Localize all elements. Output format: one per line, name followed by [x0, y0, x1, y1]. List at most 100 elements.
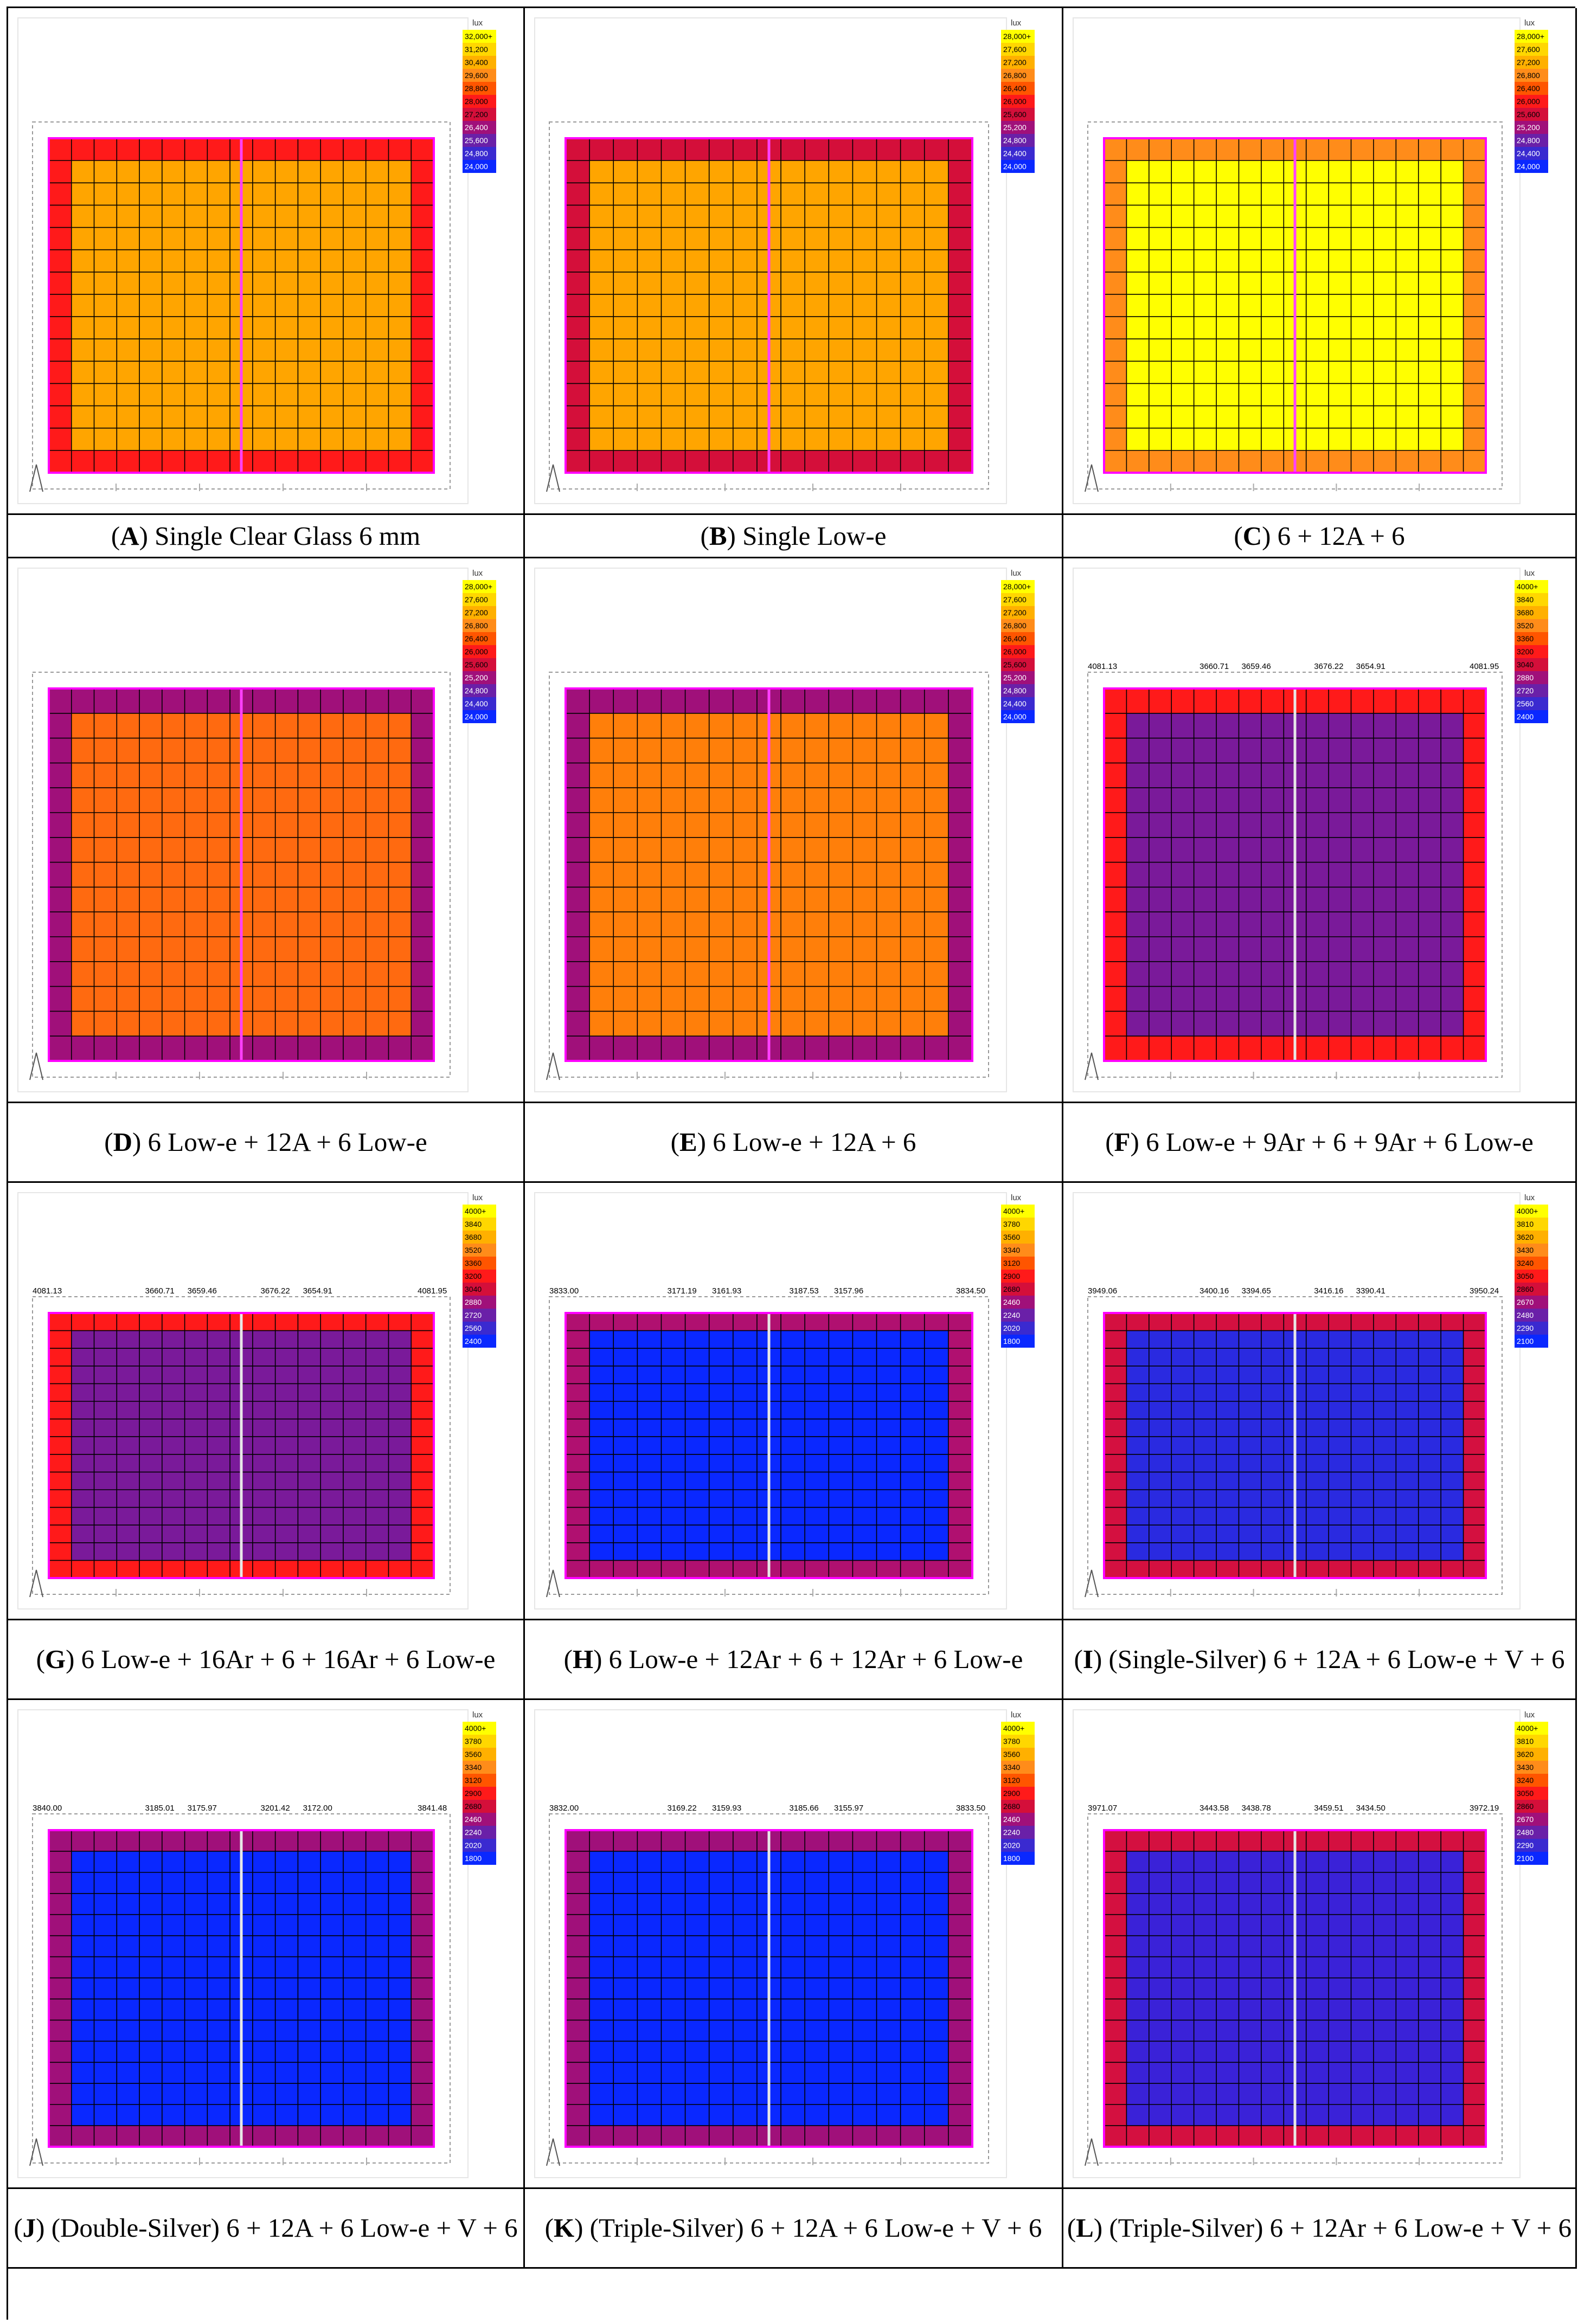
legend-value: 24,400	[465, 699, 488, 708]
caption-a-cell: (A) Single Clear Glass 6 mm	[8, 515, 525, 558]
legend-value: 31,200	[465, 45, 488, 54]
legend-value: 2240	[1003, 1311, 1020, 1319]
legend-unit: lux	[1524, 1710, 1535, 1720]
legend-value: 2100	[1517, 1854, 1534, 1863]
legend-swatch	[1001, 1761, 1035, 1774]
legend-value: 3560	[1003, 1750, 1020, 1759]
legend-swatch	[1515, 1813, 1548, 1826]
legend-value: 1800	[1003, 1337, 1020, 1346]
top-value-label: 4081.13	[33, 1286, 62, 1296]
legend-swatch	[1515, 1283, 1548, 1296]
reference-grid	[32, 672, 451, 1078]
legend-value: 2860	[1517, 1802, 1534, 1811]
north-arrow-icon	[1085, 1569, 1099, 1598]
legend-swatch	[1515, 645, 1548, 658]
legend-swatch	[1515, 1270, 1548, 1283]
north-arrow-icon	[546, 464, 560, 492]
legend-value: 27,600	[465, 595, 488, 604]
reference-grid	[32, 121, 451, 490]
legend-swatch	[1001, 580, 1035, 593]
legend-swatch	[463, 632, 496, 645]
legend-value: 26,400	[465, 634, 488, 643]
caption-l-cell: (L) (Triple-Silver) 6 + 12Ar + 6 Low-e +…	[1063, 2189, 1577, 2269]
reference-grid	[549, 1296, 989, 1595]
legend-value: 27,600	[1003, 595, 1027, 604]
panel-c: lux 28,000+ 27,600 27,200 26,800 26,400 26,000…	[1063, 8, 1577, 515]
reference-grid	[32, 1296, 451, 1595]
scene-frame	[17, 1192, 469, 1610]
legend-swatch	[463, 1787, 496, 1800]
north-arrow-icon	[1085, 1052, 1099, 1080]
legend-unit: lux	[472, 569, 483, 578]
window-outline	[48, 137, 435, 474]
scene-frame	[534, 568, 1007, 1092]
caption-c: (C) 6 + 12A + 6	[1234, 520, 1405, 551]
legend-value: 2560	[465, 1324, 482, 1332]
legend-swatch	[463, 1761, 496, 1774]
legend-value: 3340	[1003, 1763, 1020, 1772]
legend-swatch	[463, 134, 496, 147]
legend-swatch	[1515, 82, 1548, 95]
legend-swatch	[1515, 658, 1548, 671]
panel-g: 4081.13 3660.71 3659.46 3676.22 3654.91 4081.…	[8, 1183, 525, 1620]
legend-value: 3120	[1003, 1776, 1020, 1785]
legend-value: 3240	[1517, 1259, 1534, 1267]
top-value-label: 3201.42	[261, 1804, 290, 1813]
legend-value: 3430	[1517, 1246, 1534, 1254]
panel-f: 4081.13 3660.71 3659.46 3676.22 3654.91 4081.…	[1063, 558, 1577, 1103]
legend-swatch	[1515, 1774, 1548, 1787]
top-value-label: 3833.50	[956, 1804, 985, 1813]
legend-value: 2400	[1517, 712, 1534, 721]
north-arrow-icon	[546, 1569, 560, 1598]
legend-unit: lux	[472, 1710, 483, 1720]
legend-swatch	[1001, 95, 1035, 108]
caption-l: (L) (Triple-Silver) 6 + 12Ar + 6 Low-e +…	[1067, 2213, 1572, 2243]
legend-value: 4000+	[465, 1207, 486, 1215]
legend-swatch	[1001, 1748, 1035, 1761]
legend-swatch	[1515, 1826, 1548, 1839]
legend-value: 28,800	[465, 84, 488, 93]
legend-value: 3050	[1517, 1789, 1534, 1798]
legend-swatch	[1001, 82, 1035, 95]
legend-swatch	[463, 658, 496, 671]
legend-value: 24,400	[1003, 149, 1027, 158]
legend-value: 25,200	[1003, 123, 1027, 132]
scene-frame	[17, 1709, 469, 2178]
north-arrow-icon	[546, 1052, 560, 1080]
legend-swatch	[463, 1774, 496, 1787]
scene-frame	[534, 1192, 1007, 1610]
legend-value: 27,200	[1003, 608, 1027, 617]
caption-d-cell: (D) 6 Low-e + 12A + 6 Low-e	[8, 1103, 525, 1183]
legend-value: 3050	[1517, 1272, 1534, 1280]
legend-swatch	[1001, 658, 1035, 671]
legend-swatch	[1001, 1787, 1035, 1800]
legend-swatch	[463, 1296, 496, 1309]
legend-value: 26,000	[1517, 97, 1540, 106]
top-value-label: 3972.19	[1470, 1804, 1499, 1813]
legend-swatch	[463, 69, 496, 82]
legend-value: 2240	[1003, 1828, 1020, 1837]
window-outline	[48, 1312, 435, 1579]
legend-swatch	[1001, 1296, 1035, 1309]
reference-grid	[549, 1813, 989, 2164]
legend-value: 30,400	[465, 58, 488, 67]
legend-swatch	[1001, 632, 1035, 645]
legend-swatch	[1001, 1826, 1035, 1839]
legend-value: 3810	[1517, 1220, 1534, 1228]
legend-value: 24,400	[1003, 699, 1027, 708]
legend-swatch	[463, 697, 496, 710]
north-arrow-icon	[29, 464, 43, 492]
panel-j: 3840.00 3185.01 3175.97 3201.42 3172.00 3841.…	[8, 1700, 525, 2189]
top-value-label: 3676.22	[1314, 662, 1343, 671]
legend-swatch	[1001, 606, 1035, 619]
legend-swatch	[463, 1722, 496, 1735]
reference-grid	[1087, 121, 1503, 490]
legend-swatch	[1001, 1231, 1035, 1244]
window-outline	[565, 1312, 973, 1579]
legend-swatch	[1515, 160, 1548, 173]
legend-swatch	[1515, 1244, 1548, 1257]
legend-value: 26,000	[1003, 97, 1027, 106]
legend-value: 4000+	[1003, 1207, 1024, 1215]
caption-i-cell: (I) (Single-Silver) 6 + 12A + 6 Low-e + …	[1063, 1620, 1577, 1700]
legend-swatch	[463, 1244, 496, 1257]
